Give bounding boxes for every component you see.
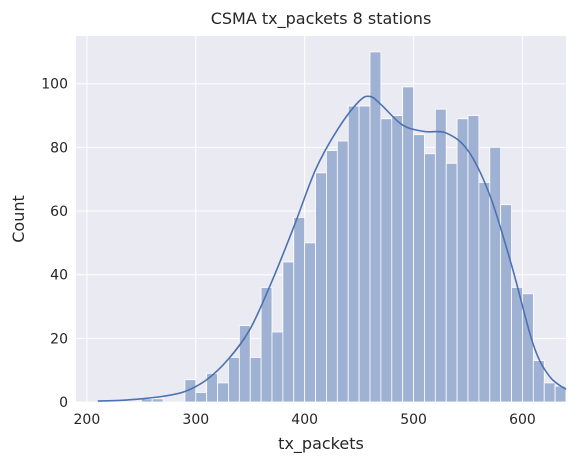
histogram-bar	[413, 134, 425, 403]
y-tick-label: 40	[50, 268, 68, 284]
histogram-bar	[369, 51, 382, 403]
histogram-bar	[434, 108, 447, 403]
x-tick-label: 400	[291, 412, 318, 428]
histogram-bar	[424, 153, 436, 403]
histogram-bar	[358, 105, 371, 403]
kde-curve	[97, 95, 567, 402]
histogram-bar	[445, 162, 458, 403]
histogram-bars	[140, 51, 567, 403]
histogram-bar	[151, 398, 164, 403]
histogram-bar	[260, 287, 273, 403]
histogram-bar	[271, 331, 284, 403]
histogram-bar	[195, 392, 208, 403]
y-tick-label: 60	[50, 204, 68, 220]
y-tick-label: 100	[41, 77, 68, 93]
histogram-bar	[217, 382, 229, 403]
y-tick-label: 20	[50, 331, 68, 347]
histogram-bar	[228, 357, 240, 403]
histogram-bar	[543, 382, 556, 403]
histogram-bar	[522, 293, 534, 403]
x-tick-label: 500	[400, 412, 427, 428]
histogram-bar	[293, 217, 306, 403]
histogram-bar	[315, 172, 327, 403]
x-axis-label: tx_packets	[278, 434, 364, 454]
x-tick-labels: 200 300 400 500 600	[74, 412, 536, 428]
histogram-bar	[326, 150, 338, 403]
x-tick-label: 300	[182, 412, 209, 428]
y-tick-labels: 0 20 40 60 80 100	[41, 77, 68, 411]
histogram-bar	[489, 146, 502, 403]
histogram-bar	[478, 181, 491, 403]
x-tick-label: 200	[74, 412, 101, 428]
histogram-bar	[402, 86, 414, 403]
histogram-bar	[336, 140, 349, 403]
x-tick-label: 600	[509, 412, 536, 428]
y-tick-label: 80	[50, 140, 68, 156]
histogram-bar	[347, 105, 360, 403]
histogram-bar	[456, 118, 469, 403]
histogram-bar	[511, 287, 523, 403]
y-tick-label: 0	[59, 395, 68, 411]
histogram-bar	[249, 357, 262, 403]
chart-title: CSMA tx_packets 8 stations	[211, 9, 432, 29]
histogram-bar	[532, 360, 545, 403]
histogram-bar	[391, 115, 404, 403]
y-axis-label: Count	[9, 195, 28, 243]
histogram-bar	[304, 242, 316, 403]
histogram-bar	[380, 118, 393, 403]
histogram-bar	[282, 261, 295, 403]
